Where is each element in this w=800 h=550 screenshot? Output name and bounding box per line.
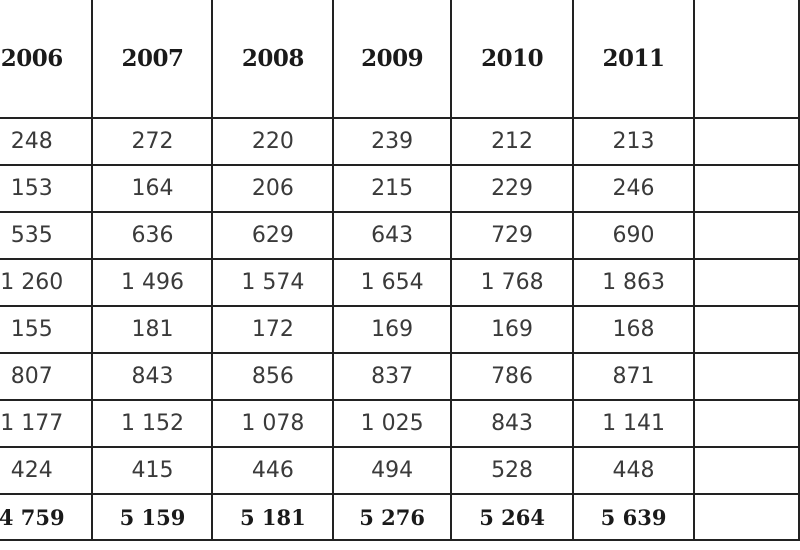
- header-row: 2006 2007 2008 2009 2010 2011: [0, 0, 800, 119]
- table-cell: 272: [91, 117, 214, 166]
- table-cell: 239: [332, 117, 452, 166]
- table-cell: 1 141: [572, 399, 695, 448]
- header-cell-2011: 2011: [572, 0, 695, 119]
- total-cell: 4 759: [0, 493, 94, 541]
- table-cell-empty: [692, 305, 800, 354]
- header-cell-empty: [692, 0, 800, 119]
- table-cell: 1 025: [332, 399, 452, 448]
- total-cell: 5 276: [332, 493, 452, 541]
- header-cell-2010: 2010: [449, 0, 575, 119]
- table-cell-empty: [692, 352, 800, 401]
- header-cell-2007: 2007: [91, 0, 214, 119]
- table-cell: 1 496: [91, 258, 214, 307]
- table-row: 535 636 629 643 729 690: [0, 211, 800, 260]
- table-cell: 1 260: [0, 258, 94, 307]
- table-cell: 215: [332, 164, 452, 213]
- table-cell: 169: [332, 305, 452, 354]
- total-cell: 5 159: [91, 493, 214, 541]
- table-cell: 1 574: [211, 258, 335, 307]
- table-cell: 448: [572, 446, 695, 495]
- table-cell: 1 654: [332, 258, 452, 307]
- table-cell: 843: [91, 352, 214, 401]
- table-cell: 629: [211, 211, 335, 260]
- table-cell-empty: [692, 211, 800, 260]
- table-cell: 424: [0, 446, 94, 495]
- table-cell: 1 152: [91, 399, 214, 448]
- table-cell: 206: [211, 164, 335, 213]
- table-row: 1 260 1 496 1 574 1 654 1 768 1 863: [0, 258, 800, 307]
- table-cell: 856: [211, 352, 335, 401]
- table-cell: 843: [449, 399, 575, 448]
- table-cell: 494: [332, 446, 452, 495]
- table-cell: 153: [0, 164, 94, 213]
- table-cell: 729: [449, 211, 575, 260]
- table-cell: 229: [449, 164, 575, 213]
- header-cell-2008: 2008: [211, 0, 335, 119]
- table-cell: 1 768: [449, 258, 575, 307]
- table-row: 424 415 446 494 528 448: [0, 446, 800, 495]
- table-cell: 169: [449, 305, 575, 354]
- table-cell: 213: [572, 117, 695, 166]
- table-cell-empty: [692, 446, 800, 495]
- table-cell: 528: [449, 446, 575, 495]
- table-cell-empty: [692, 258, 800, 307]
- total-cell: 5 264: [449, 493, 575, 541]
- totals-row: 4 759 5 159 5 181 5 276 5 264 5 639: [0, 493, 800, 541]
- total-cell: 5 639: [572, 493, 695, 541]
- table-cell: 248: [0, 117, 94, 166]
- table-cell-empty: [692, 493, 800, 541]
- table-cell: 446: [211, 446, 335, 495]
- table-cell-empty: [692, 399, 800, 448]
- table-cell-empty: [692, 117, 800, 166]
- table-cell: 212: [449, 117, 575, 166]
- table-cell: 535: [0, 211, 94, 260]
- table-cell: 246: [572, 164, 695, 213]
- header-cell-2009: 2009: [332, 0, 452, 119]
- table-cell: 690: [572, 211, 695, 260]
- table-cell: 837: [332, 352, 452, 401]
- table-cell: 1 177: [0, 399, 94, 448]
- table-row: 153 164 206 215 229 246: [0, 164, 800, 213]
- table-cell: 415: [91, 446, 214, 495]
- table-cell: 181: [91, 305, 214, 354]
- total-cell: 5 181: [211, 493, 335, 541]
- table-cell: 807: [0, 352, 94, 401]
- table-cell: 643: [332, 211, 452, 260]
- table-cell-empty: [692, 164, 800, 213]
- table-cell: 164: [91, 164, 214, 213]
- table-cell: 786: [449, 352, 575, 401]
- table-row: 155 181 172 169 169 168: [0, 305, 800, 354]
- table-cell: 220: [211, 117, 335, 166]
- table-cell: 168: [572, 305, 695, 354]
- table-row: 1 177 1 152 1 078 1 025 843 1 141: [0, 399, 800, 448]
- header-cell-2006: 2006: [0, 0, 94, 119]
- table-cell: 871: [572, 352, 695, 401]
- table-row: 248 272 220 239 212 213: [0, 117, 800, 166]
- table-cell: 155: [0, 305, 94, 354]
- table-cell: 1 078: [211, 399, 335, 448]
- table-cell: 636: [91, 211, 214, 260]
- table-cell: 1 863: [572, 258, 695, 307]
- table-row: 807 843 856 837 786 871: [0, 352, 800, 401]
- table-cell: 172: [211, 305, 335, 354]
